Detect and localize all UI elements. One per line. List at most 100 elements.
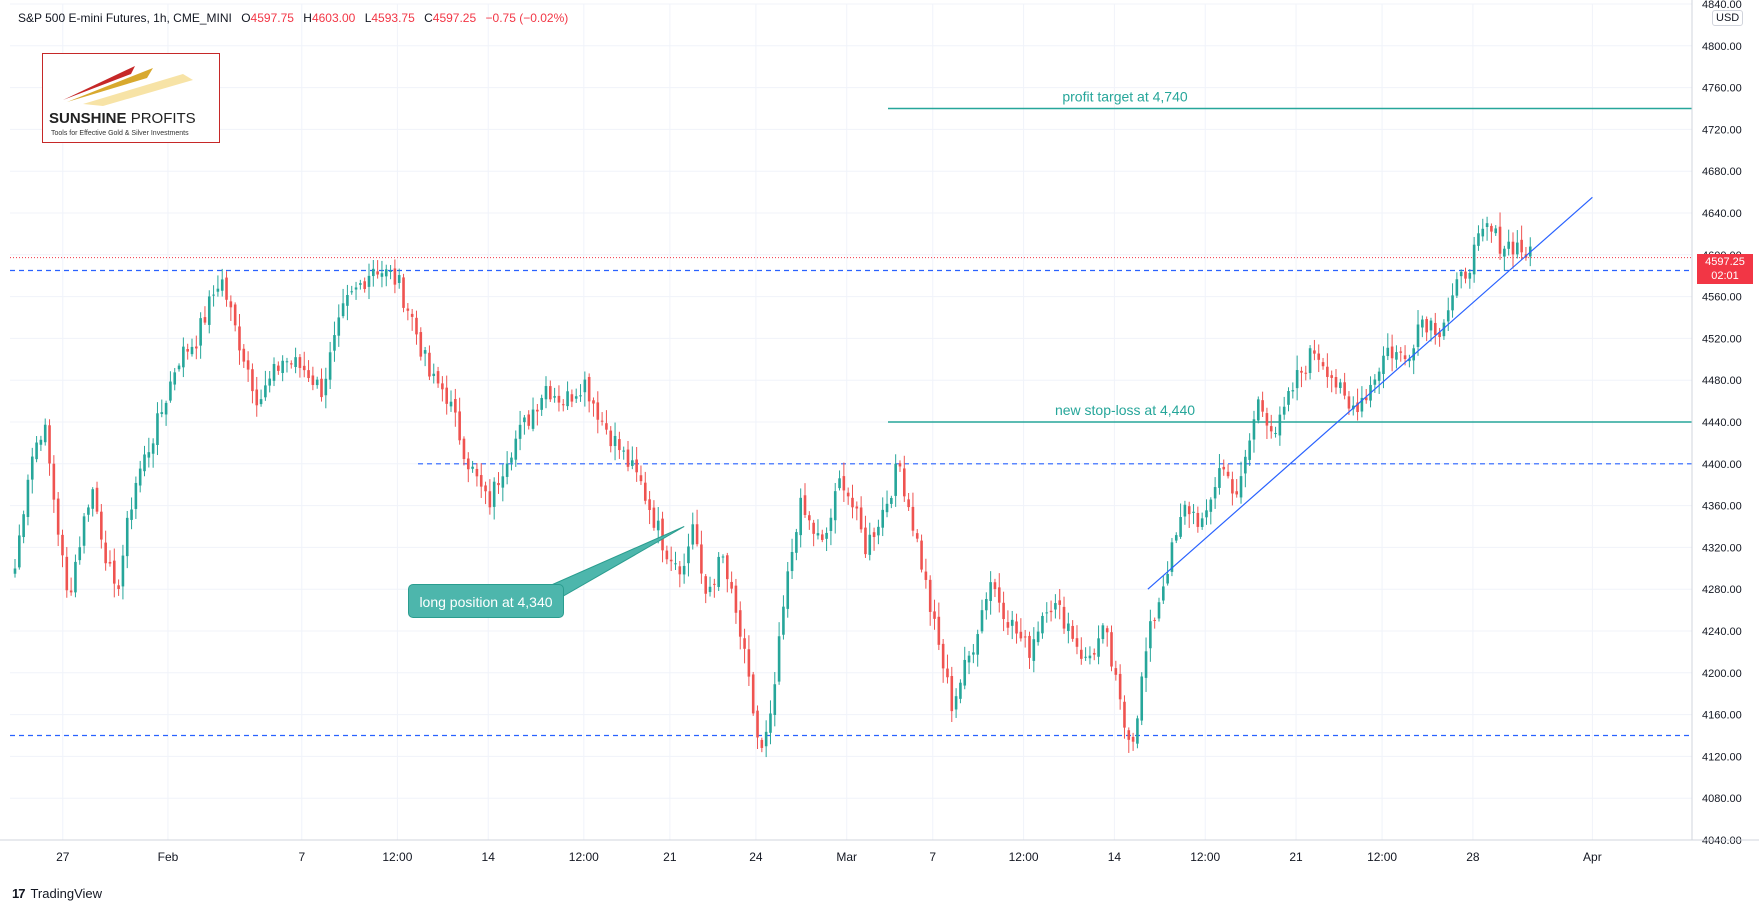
candle-body bbox=[164, 402, 168, 415]
candle-body bbox=[592, 400, 595, 404]
candle-body bbox=[872, 532, 876, 538]
candle-body bbox=[367, 275, 371, 287]
candle-body bbox=[1451, 295, 1454, 311]
candle-body bbox=[1239, 476, 1243, 498]
price-levels: profit target at 4,740 new stop-loss at 4… bbox=[10, 89, 1692, 737]
candle-body bbox=[229, 301, 233, 308]
candle-body bbox=[1459, 271, 1463, 277]
candle-body bbox=[708, 586, 712, 593]
y-tick-label: 4480.00 bbox=[1702, 375, 1742, 387]
candle-body bbox=[264, 385, 267, 398]
candle-body bbox=[22, 514, 25, 538]
candle-body bbox=[760, 739, 764, 748]
candle-body bbox=[1196, 512, 1200, 527]
candle-body bbox=[406, 308, 410, 311]
candle-body bbox=[91, 489, 95, 509]
candle-body bbox=[1123, 701, 1126, 728]
candle-body bbox=[466, 458, 470, 470]
candle-body bbox=[928, 579, 932, 612]
candle-body bbox=[251, 369, 254, 392]
candle-body bbox=[315, 379, 319, 386]
candle-body bbox=[721, 556, 725, 558]
candle-body bbox=[1213, 487, 1217, 499]
y-tick-label: 4400.00 bbox=[1702, 459, 1742, 471]
candle-body bbox=[523, 417, 526, 423]
candle-body bbox=[997, 587, 1001, 603]
candle-body bbox=[1019, 631, 1023, 639]
candle-body bbox=[536, 409, 539, 412]
candle-body bbox=[544, 386, 548, 400]
candle-body bbox=[1494, 228, 1498, 234]
candle-body bbox=[30, 456, 34, 480]
candle-body bbox=[1041, 615, 1044, 634]
candle-body bbox=[674, 563, 677, 565]
candle-body bbox=[553, 396, 556, 398]
y-tick-label: 4120.00 bbox=[1702, 751, 1742, 763]
logo-tagline: Tools for Effective Gold & Silver Invest… bbox=[51, 130, 189, 137]
candle-body bbox=[786, 571, 790, 609]
candle-body bbox=[1343, 382, 1346, 396]
tradingview-brand[interactable]: 17 TradingView bbox=[12, 886, 102, 901]
candle-body bbox=[26, 479, 30, 518]
symbol-title[interactable]: S&P 500 E-mini Futures, 1h, CME_MINI bbox=[18, 11, 232, 25]
candle-body bbox=[281, 360, 284, 374]
x-tick-label: 12:00 bbox=[569, 850, 599, 864]
candle-body bbox=[583, 379, 587, 393]
candle-body bbox=[186, 349, 189, 352]
x-tick-label: 12:00 bbox=[1190, 850, 1220, 864]
candle-body bbox=[1485, 223, 1489, 228]
candle-body bbox=[730, 581, 733, 589]
candle-body bbox=[346, 294, 349, 306]
candle-body bbox=[510, 457, 513, 463]
y-tick-label: 4640.00 bbox=[1702, 208, 1742, 220]
currency-label[interactable]: USD bbox=[1712, 10, 1744, 26]
candle-body bbox=[842, 476, 846, 491]
candle-body bbox=[1265, 413, 1269, 426]
candle-body bbox=[1067, 623, 1070, 632]
candle-body bbox=[704, 576, 708, 594]
candle-body bbox=[69, 590, 73, 593]
sunshine-profits-logo: SUNSHINE PROFITS Tools for Effective Gol… bbox=[42, 53, 220, 143]
candle-body bbox=[859, 507, 863, 530]
candle-body bbox=[52, 463, 56, 500]
candle-body bbox=[1477, 233, 1480, 246]
candle-body bbox=[1472, 244, 1476, 275]
candle-body bbox=[700, 544, 703, 574]
candle-body bbox=[907, 499, 910, 508]
candle-body bbox=[833, 491, 837, 521]
candle-body bbox=[635, 459, 638, 473]
candle-body bbox=[652, 507, 656, 528]
candle-body bbox=[1278, 414, 1282, 436]
last-price-value: 4597.25 bbox=[1705, 256, 1745, 268]
x-tick-label: 14 bbox=[1108, 850, 1122, 864]
candle-body bbox=[1110, 632, 1113, 667]
candle-body bbox=[242, 348, 246, 362]
candle-body bbox=[963, 659, 967, 686]
candle-body bbox=[989, 582, 992, 601]
candle-body bbox=[915, 533, 919, 539]
candle-body bbox=[298, 357, 302, 368]
close-label: C bbox=[424, 11, 433, 25]
candle-body bbox=[618, 439, 621, 451]
candle-body bbox=[933, 611, 936, 619]
candle-body bbox=[1200, 518, 1204, 527]
x-tick-label: 24 bbox=[749, 850, 763, 864]
candle-body bbox=[1036, 631, 1040, 643]
candle-body bbox=[1187, 506, 1191, 515]
candle-body bbox=[691, 524, 695, 545]
candle-body bbox=[1481, 228, 1485, 237]
candle-body bbox=[1334, 377, 1338, 388]
candle-body bbox=[1153, 619, 1156, 621]
candle-body bbox=[125, 517, 129, 557]
candle-body bbox=[803, 495, 807, 515]
y-tick-label: 4280.00 bbox=[1702, 584, 1742, 596]
x-tick-label: Mar bbox=[836, 850, 857, 864]
open-value: 4597.75 bbox=[250, 11, 294, 25]
y-tick-label: 4320.00 bbox=[1702, 542, 1742, 554]
candle-body bbox=[354, 287, 358, 290]
x-tick-label: 7 bbox=[929, 850, 936, 864]
y-tick-label: 4160.00 bbox=[1702, 710, 1742, 722]
candle-body bbox=[1028, 635, 1031, 658]
candle-body bbox=[566, 391, 569, 407]
